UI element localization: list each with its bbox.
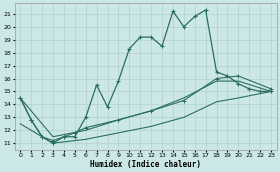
X-axis label: Humidex (Indice chaleur): Humidex (Indice chaleur) <box>90 159 201 169</box>
